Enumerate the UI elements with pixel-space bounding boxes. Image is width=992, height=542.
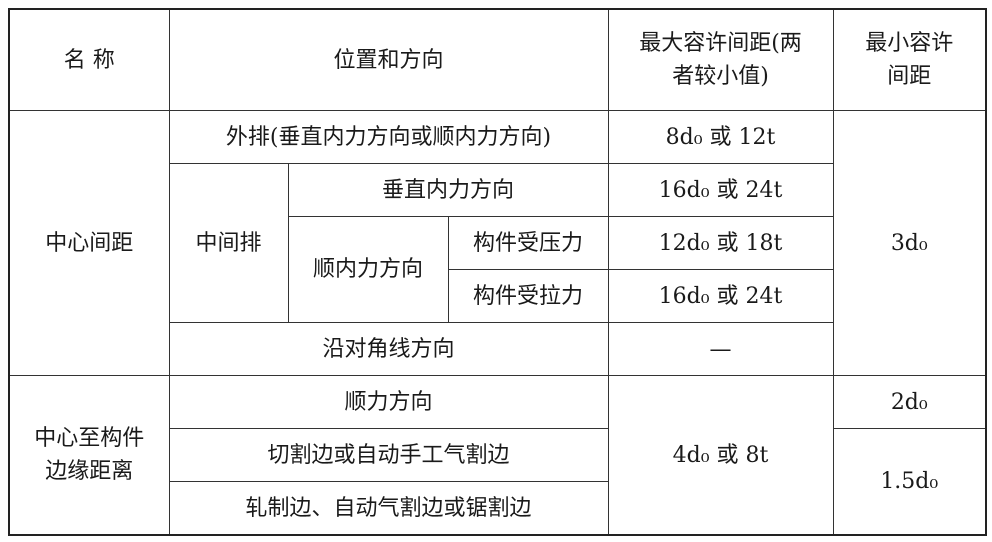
row: 沿对角线方向 — [9,322,986,376]
row: 轧制边、自动气割边或锯割边 [9,481,986,536]
cell: 1.5d₀ [832,428,987,536]
header-row: 名 称 位置和方向 最大容许间距(两者较小值) 最小容许间距 [8,8,987,111]
cell: 沿对角线方向 [168,322,609,376]
row: 中间排 垂直内力方向 16d₀ 或 24t [9,163,986,323]
cell: 3d₀ [832,110,987,376]
cell: 外排(垂直内力方向或顺内力方向) [168,110,609,164]
cell: 构件受压力 [447,216,609,270]
header-cell: 位置和方向 [168,8,609,111]
cell: 构件受拉力 [447,269,609,323]
cell: 顺力方向 [168,375,609,429]
row: 中心至构件边缘距离 顺力方向 4d₀ 或 8t 2d₀ [8,375,987,536]
cell: 中心间距 [8,110,170,376]
header-cell: 名 称 [8,8,170,111]
cell: 2d₀ [832,375,987,429]
cell: 轧制边、自动气割边或锯割边 [168,481,609,536]
cell: 中间排 [168,163,289,323]
cell: 4d₀ 或 8t [607,375,834,536]
cell: 12d₀ 或 18t [607,216,834,270]
spacing-table: 名 称 位置和方向 最大容许间距(两者较小值) 最小容许间距 中心间距 外排(垂… [8,8,988,536]
cell: 顺内力方向 [287,216,449,323]
cell: 中心至构件边缘距离 [8,375,170,536]
header-cell: 最大容许间距(两者较小值) [607,8,834,111]
cell: 8d₀ 或 12t [607,110,834,164]
cell: 16d₀ 或 24t [607,163,834,217]
cell: 垂直内力方向 [287,163,609,217]
header-cell: 最小容许间距 [832,8,987,111]
cell: 切割边或自动手工气割边 [168,428,609,482]
row: 切割边或自动手工气割边 1.5d₀ [9,428,987,536]
cell: — [607,322,834,376]
row: 中心间距 外排(垂直内力方向或顺内力方向) 8d₀ 或 12t 3d₀ [8,110,987,376]
cell: 16d₀ 或 24t [607,269,834,323]
